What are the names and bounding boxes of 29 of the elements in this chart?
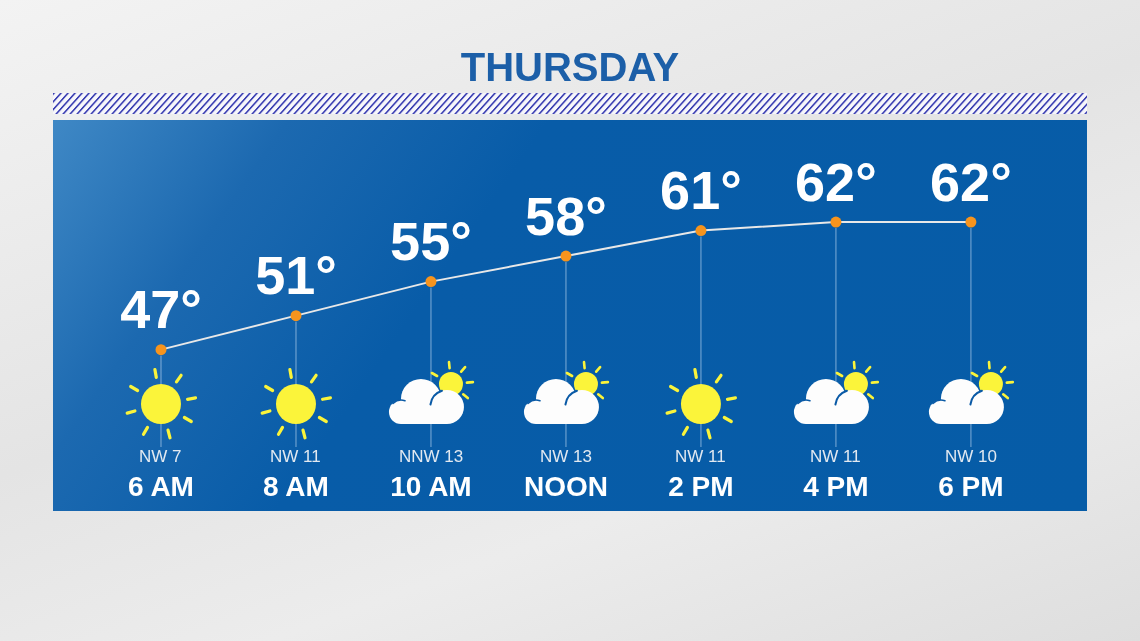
x-tick-label: 10 AM [390, 471, 472, 502]
data-label: 58° [525, 185, 607, 246]
point [830, 216, 842, 228]
point [290, 310, 302, 322]
point [695, 225, 707, 237]
x-tick-label: 6 AM [128, 471, 194, 502]
text: NW 13 [540, 447, 592, 466]
data-label: 61° [660, 160, 742, 221]
x-tick-label: 8 AM [263, 471, 329, 502]
data-label: 51° [255, 245, 337, 306]
data-label: 55° [390, 211, 472, 272]
x-tick-label: NOON [523, 471, 608, 502]
x-tick-label: 2 PM [668, 471, 734, 502]
point [965, 216, 977, 228]
text: NW 7 [139, 447, 182, 466]
data-label: 62° [930, 151, 1012, 212]
data-label: 62° [795, 151, 877, 212]
text: NW 10 [945, 447, 997, 466]
text: NW 11 [810, 447, 861, 466]
point [425, 276, 437, 288]
point [560, 250, 572, 262]
x-tick-label: 4 PM [803, 471, 869, 502]
text: NW 11 [675, 447, 726, 466]
data-label: 47° [120, 279, 202, 340]
text: NW 11 [270, 447, 321, 466]
point [155, 344, 167, 356]
chart-title: THURSDAY [460, 45, 680, 89]
x-tick-label: 6 PM [938, 471, 1004, 502]
text: NNW 13 [399, 447, 464, 466]
